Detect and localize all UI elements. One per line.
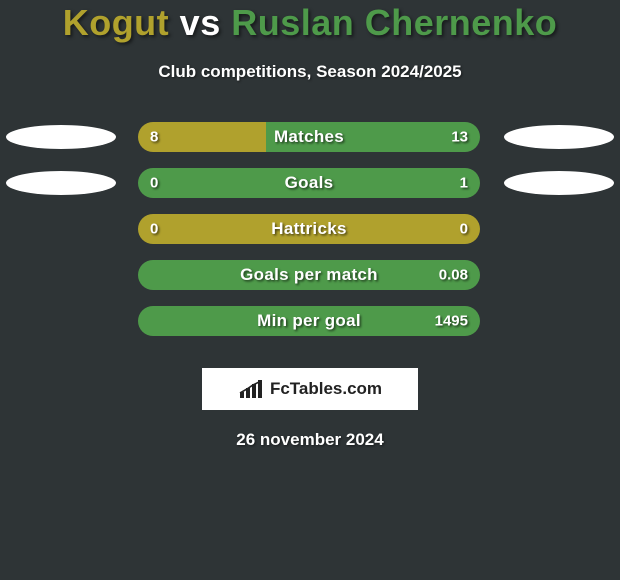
brand-box: FcTables.com xyxy=(202,368,418,410)
title-part: Kogut xyxy=(63,2,169,43)
stat-rows: Matches813 Goals01 Hattricks00 Goals per ma… xyxy=(0,122,620,336)
stat-bar: Hattricks00 xyxy=(138,214,480,244)
title-part: vs xyxy=(169,2,231,43)
stat-row: Hattricks00 xyxy=(0,214,620,244)
stat-row: Matches813 xyxy=(0,122,620,152)
bar-fill-right xyxy=(138,260,480,290)
bar-fill-left xyxy=(138,214,480,244)
stat-bar: Min per goal1495 xyxy=(138,306,480,336)
bar-fill-right xyxy=(138,306,480,336)
brand-bars-icon xyxy=(238,378,264,400)
right-ellipse xyxy=(504,171,614,195)
date-text: 26 november 2024 xyxy=(0,430,620,450)
stat-bar: Goals01 xyxy=(138,168,480,198)
comparison-infographic: Kogut vs Ruslan Chernenko Club competiti… xyxy=(0,0,620,450)
bar-fill-right xyxy=(266,122,480,152)
bar-fill-left xyxy=(138,122,266,152)
stat-row: Goals per match0.08 xyxy=(0,260,620,290)
brand-text: FcTables.com xyxy=(270,379,382,399)
right-ellipse xyxy=(504,125,614,149)
title-part: Ruslan Chernenko xyxy=(231,2,557,43)
stat-bar: Matches813 xyxy=(138,122,480,152)
stat-row: Min per goal1495 xyxy=(0,306,620,336)
page-title: Kogut vs Ruslan Chernenko xyxy=(0,2,620,44)
subtitle: Club competitions, Season 2024/2025 xyxy=(0,62,620,82)
stat-bar: Goals per match0.08 xyxy=(138,260,480,290)
bar-fill-right xyxy=(138,168,480,198)
stat-row: Goals01 xyxy=(0,168,620,198)
left-ellipse xyxy=(6,125,116,149)
left-ellipse xyxy=(6,171,116,195)
